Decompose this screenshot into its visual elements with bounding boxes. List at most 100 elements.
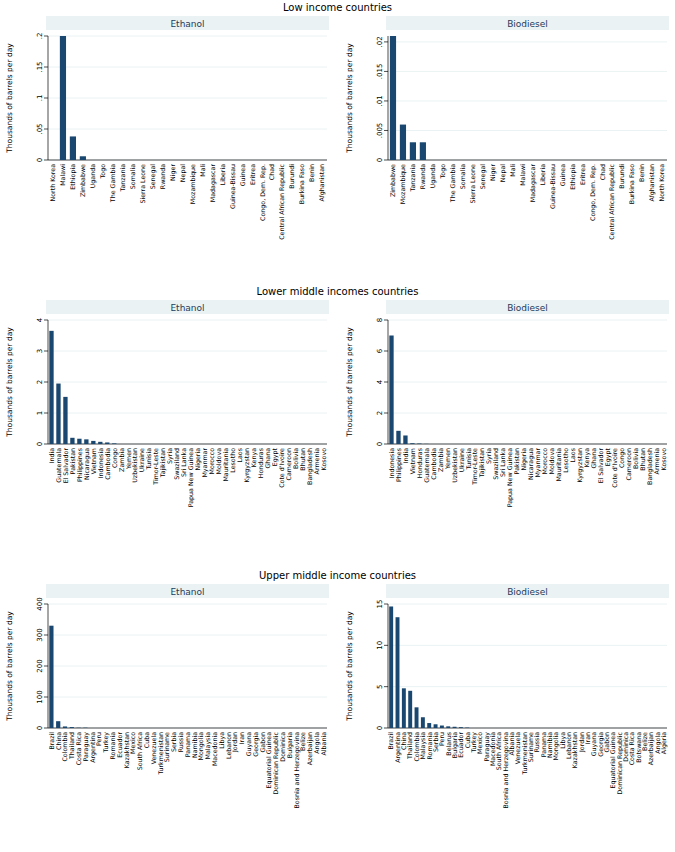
category-label: Lesotho [562,448,569,473]
category-label: Madagascar [209,164,217,203]
bar [579,160,585,161]
bar [63,397,67,444]
category-label: Mali [509,164,516,177]
grid-line [48,320,327,321]
bar [126,444,130,445]
tick-mark [44,728,48,729]
bar [240,728,244,729]
grid-line [48,351,327,352]
bar [480,444,484,445]
tick-label: .05 [36,123,44,134]
category-label: Zimbabwe [389,164,396,197]
bar [196,444,200,445]
category-label: Sri Lanka [499,448,506,477]
bar [609,160,615,161]
category-label: Eritrea [249,164,256,185]
category-label: Congo, Dem. Rep. [259,164,267,221]
category-label: India [402,448,409,464]
bar [104,728,108,729]
bar [120,160,126,161]
category-label: Mauritania [555,448,562,482]
bar [617,728,621,729]
bar [536,444,540,445]
bar [273,444,277,445]
category-label: Laos [236,448,243,463]
title-bar [386,300,669,314]
bar [599,444,603,445]
category-label: Timor-Leste [471,448,478,486]
bar [219,160,225,161]
bar [192,728,196,729]
category-label: Cote d'Ivoire [278,448,285,488]
tick-mark [384,351,388,352]
category-label: Uganda [89,164,97,188]
bar [589,160,595,161]
tick-label: .02 [376,36,384,47]
bar [440,726,444,728]
section-heading: Low income countries [283,2,392,13]
y-axis [388,320,389,444]
category-label: Chad [599,164,606,180]
category-label: Benin [308,164,315,182]
bar [585,444,589,445]
bar [484,728,488,729]
tick-mark [44,36,48,37]
bar [49,626,53,728]
bar [133,444,137,445]
bar [491,728,495,729]
tick-label: 2 [376,411,384,415]
y-axis-label: Thousands of barrels per day [5,611,14,722]
category-label: Lesotho [229,448,236,473]
bar [112,443,116,444]
bar [560,728,564,729]
category-label: Malawi [59,164,66,186]
category-label: Uzbekistan [131,448,138,483]
bar [70,136,76,160]
bar [293,444,297,445]
panel: EthanolThousands of barrels per day01002… [5,584,329,808]
tick-label: 10 [376,641,384,650]
bar [231,444,235,445]
category-label: Cambodia [430,448,437,480]
bar [210,444,214,445]
x-axis [388,160,667,161]
bar [259,160,265,161]
category-label: Pakistan [513,448,520,474]
bar [639,160,645,161]
bar [169,160,175,161]
bar [219,728,223,729]
grid-line [48,666,327,667]
bar [97,728,101,729]
category-label: The Gambia [109,164,116,203]
tick-label: .01 [376,95,384,106]
category-label: Guatemala [423,448,430,483]
bar [213,728,217,729]
bar [620,444,624,445]
tick-mark [384,71,388,72]
bar [494,444,498,445]
category-label: Sierra Leone [469,164,476,204]
bar [611,728,615,729]
bar [403,435,407,444]
grid-line [388,351,667,352]
tick-mark [44,67,48,68]
bar [654,444,658,445]
category-label: Nepal [499,164,507,182]
tick-label: 0 [36,158,44,162]
tick-mark [44,382,48,383]
bar [269,160,275,161]
bar [656,728,660,729]
bar [606,444,610,445]
bar [151,728,155,729]
title-bar [386,584,669,598]
bar [470,160,476,161]
tick-mark [384,413,388,414]
x-axis [48,728,327,729]
bar [424,443,428,444]
bar [274,728,278,729]
category-label: Swaziland [492,448,499,480]
bar [158,728,162,729]
category-label: Mozambique [189,164,197,204]
bar [410,142,416,160]
bar [224,444,228,445]
